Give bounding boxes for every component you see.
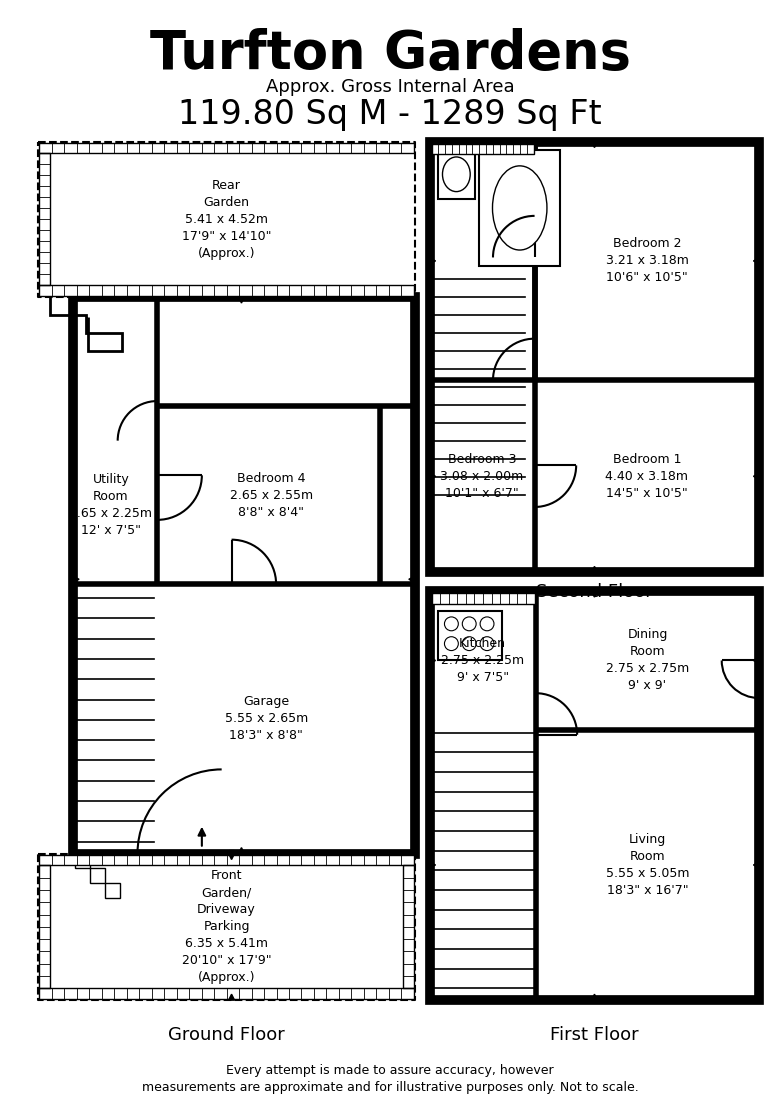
Circle shape [445, 637, 459, 650]
Polygon shape [753, 862, 760, 868]
Bar [431, 144, 534, 154]
Text: Dining
Room
2.75 x 2.75m
9' x 9': Dining Room 2.75 x 2.75m 9' x 9' [606, 628, 689, 693]
Text: Bedroom 1
4.40 x 3.18m
14'5" x 10'5": Bedroom 1 4.40 x 3.18m 14'5" x 10'5" [605, 453, 689, 499]
Bar [40, 988, 413, 999]
Polygon shape [591, 994, 597, 1000]
Text: Kitchen
2.75 x 2.25m
9' x 7'5": Kitchen 2.75 x 2.25m 9' x 7'5" [441, 637, 524, 684]
Polygon shape [229, 994, 235, 1000]
Text: Turfton Gardens: Turfton Gardens [150, 29, 630, 80]
Bar [40, 154, 51, 285]
Bar [403, 866, 413, 988]
Bar [438, 150, 475, 199]
Polygon shape [430, 258, 435, 264]
Polygon shape [430, 658, 435, 663]
Polygon shape [239, 297, 244, 302]
Polygon shape [591, 566, 597, 572]
Circle shape [463, 617, 476, 630]
Text: Ground Floor: Ground Floor [168, 1026, 285, 1044]
Bar [73, 297, 415, 854]
Polygon shape [409, 576, 415, 582]
Text: Living
Room
5.55 x 5.05m
18'3" x 16'7": Living Room 5.55 x 5.05m 18'3" x 16'7" [606, 833, 690, 896]
Polygon shape [753, 258, 760, 264]
Text: 119.80 Sq M - 1289 Sq Ft: 119.80 Sq M - 1289 Sq Ft [178, 98, 602, 131]
Bar [430, 142, 760, 572]
Polygon shape [73, 576, 79, 582]
Bar [431, 593, 534, 604]
Polygon shape [753, 473, 760, 480]
Bar [40, 285, 413, 296]
Text: First Floor: First Floor [550, 1026, 639, 1044]
Text: Garage
5.55 x 2.65m
18'3" x 8'8": Garage 5.55 x 2.65m 18'3" x 8'8" [225, 695, 308, 743]
Bar [438, 610, 502, 660]
Polygon shape [229, 854, 235, 859]
Text: Approx. Gross Internal Area: Approx. Gross Internal Area [266, 78, 514, 96]
Bar [40, 855, 413, 866]
Bar [430, 591, 760, 1000]
Circle shape [480, 637, 494, 650]
Bar [40, 143, 413, 154]
Circle shape [480, 617, 494, 630]
Bar [479, 150, 560, 266]
Bar [40, 866, 51, 988]
Polygon shape [591, 142, 597, 147]
Text: Bedroom 2
3.21 x 3.18m
10'6" x 10'5": Bedroom 2 3.21 x 3.18m 10'6" x 10'5" [605, 238, 689, 285]
Ellipse shape [492, 166, 547, 250]
Polygon shape [753, 658, 760, 663]
Bar [90, 868, 105, 883]
Text: Bedroom 4
2.65 x 2.55m
8'8" x 8'4": Bedroom 4 2.65 x 2.55m 8'8" x 8'4" [229, 472, 313, 518]
Polygon shape [229, 850, 234, 856]
Text: Rear
Garden
5.41 x 4.52m
17'9" x 14'10"
(Approx.): Rear Garden 5.41 x 4.52m 17'9" x 14'10" … [182, 179, 271, 260]
Polygon shape [430, 862, 435, 868]
Polygon shape [430, 473, 435, 480]
Text: Every attempt is made to assure accuracy, however
measurements are approximate a: Every attempt is made to assure accuracy… [142, 1065, 638, 1094]
Ellipse shape [442, 157, 470, 191]
Polygon shape [591, 591, 597, 597]
Text: Bedroom 3
3.08 x 2.00m
10'1" x 6'7": Bedroom 3 3.08 x 2.00m 10'1" x 6'7" [441, 453, 523, 499]
Circle shape [463, 637, 476, 650]
Polygon shape [239, 848, 244, 854]
Bar [75, 854, 90, 868]
Text: Front
Garden/
Driveway
Parking
6.35 x 5.41m
20'10" x 17'9"
(Approx.): Front Garden/ Driveway Parking 6.35 x 5.… [182, 869, 271, 984]
Bar [105, 883, 119, 898]
Text: Utility
Room
3.65 x 2.25m
12' x 7'5": Utility Room 3.65 x 2.25m 12' x 7'5" [69, 473, 152, 537]
Text: Second Floor: Second Floor [536, 583, 653, 602]
Circle shape [445, 617, 459, 630]
